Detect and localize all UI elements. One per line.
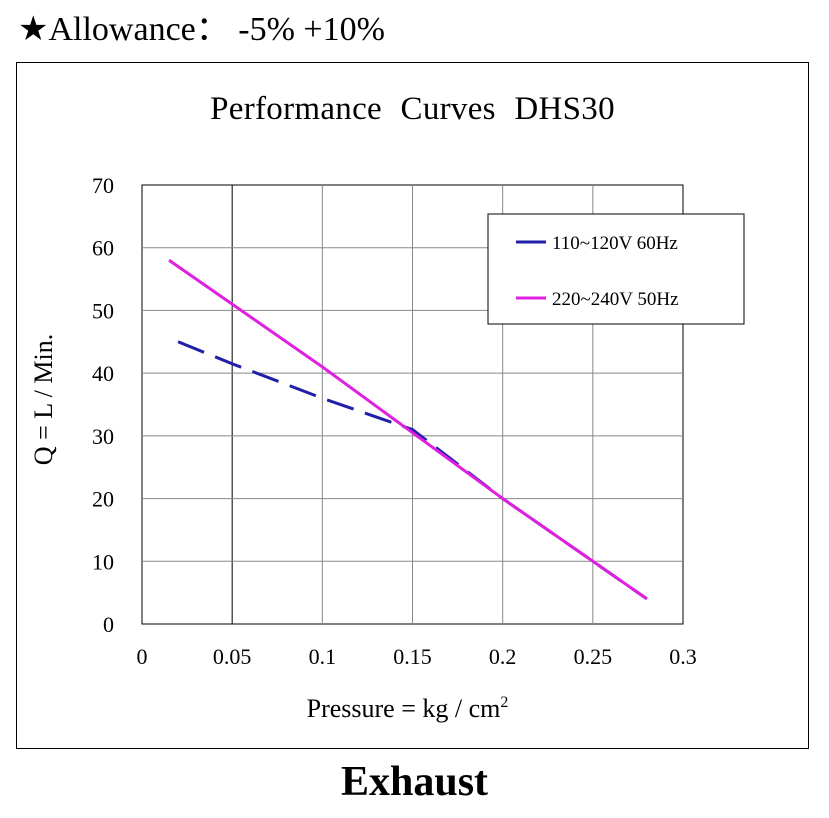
x-tick-label: 0.1 bbox=[309, 644, 337, 669]
allowance-text: Allowance： -5% +10% bbox=[48, 11, 385, 48]
star-icon: ★ bbox=[18, 11, 49, 48]
legend-box bbox=[487, 213, 745, 325]
y-tick-label: 70 bbox=[92, 173, 114, 198]
x-axis-title: Pressure = kg / cm2 bbox=[307, 694, 509, 723]
y-tick-label: 0 bbox=[103, 612, 114, 637]
y-tick-label: 20 bbox=[92, 487, 114, 512]
y-axis-title: Q = L / Min. bbox=[29, 334, 58, 465]
x-tick-label: 0.05 bbox=[213, 644, 252, 669]
x-axis-title-superscript: 2 bbox=[500, 694, 508, 711]
x-tick-label: 0.3 bbox=[669, 644, 697, 669]
chart-frame: Performance Curves DHS30 bbox=[16, 62, 809, 749]
y-tick-label: 10 bbox=[92, 549, 114, 574]
series-line-1 bbox=[177, 340, 648, 601]
footer-label: Exhaust bbox=[340, 759, 489, 805]
x-tick-label: 0.15 bbox=[393, 644, 432, 669]
x-tick-label: 0.25 bbox=[574, 644, 613, 669]
x-tick-label: 0 bbox=[137, 644, 148, 669]
y-tick-label: 60 bbox=[92, 236, 114, 261]
x-tick-label: 0.2 bbox=[489, 644, 517, 669]
y-tick-label: 30 bbox=[92, 424, 114, 449]
legend-label-2: 220~240V 50Hz bbox=[552, 289, 679, 310]
series-line-2 bbox=[168, 259, 648, 601]
y-tick-label: 40 bbox=[92, 361, 114, 386]
y-tick-label: 50 bbox=[92, 298, 114, 323]
chart-title: Performance Curves DHS30 bbox=[210, 91, 615, 127]
allowance-note: ★Allowance： -5% +10% bbox=[18, 8, 385, 52]
legend-label-1: 110~120V 60Hz bbox=[552, 233, 678, 254]
